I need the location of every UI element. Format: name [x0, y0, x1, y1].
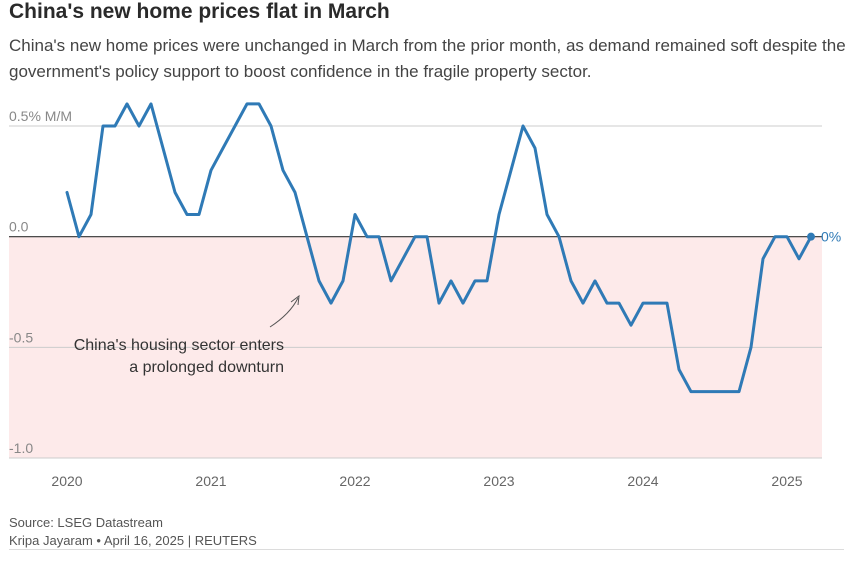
chart-subtitle: China's new home prices were unchanged i… [9, 36, 846, 81]
annotation-arrowhead [290, 294, 300, 306]
end-value-label: 0% [821, 229, 841, 245]
y-tick-label: -0.5 [9, 329, 33, 345]
line-chart: 0.5% M/M 0.0 -0.5 -1.0 2020 2021 2022 2023 2024 2… [9, 102, 841, 489]
source-note: Source: LSEG Datastream [9, 515, 163, 530]
annotation-text: China's housing sector enters [74, 337, 284, 354]
x-tick-label: 2025 [771, 473, 802, 489]
footer-divider [9, 549, 844, 550]
x-tick-label: 2024 [627, 473, 658, 489]
y-tick-label: 0.0 [9, 219, 29, 235]
end-point-marker [807, 232, 815, 241]
y-tick-label: -1.0 [9, 440, 33, 456]
byline: Kripa Jayaram • April 16, 2025 | REUTERS [9, 533, 257, 548]
x-tick-label: 2020 [51, 473, 82, 489]
x-tick-label: 2022 [339, 473, 370, 489]
annotation-text: a prolonged downturn [129, 359, 284, 376]
y-tick-label: 0.5% M/M [9, 108, 72, 124]
annotation-arrow [269, 297, 299, 328]
series-line [65, 102, 813, 394]
x-tick-label: 2023 [483, 473, 514, 489]
x-tick-label: 2021 [195, 473, 226, 489]
chart-title: China's new home prices flat in March [9, 0, 390, 23]
